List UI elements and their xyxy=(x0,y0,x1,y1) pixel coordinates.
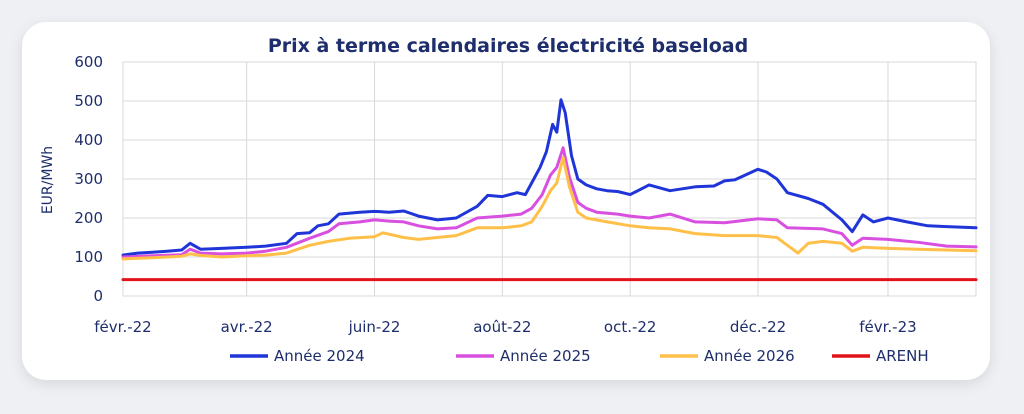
x-tick-label: févr.-23 xyxy=(859,318,916,336)
series-line-1 xyxy=(121,146,978,259)
series-lines xyxy=(121,98,978,282)
y-tick-label: 200 xyxy=(74,209,103,227)
legend: Année 2024 Année 2025 Année 2026 ARENH xyxy=(230,347,929,365)
y-tick-label: 400 xyxy=(74,131,103,149)
x-tick-label: févr.-22 xyxy=(94,318,151,336)
y-tick-label: 100 xyxy=(74,248,103,266)
legend-label: Année 2025 xyxy=(500,347,591,365)
y-axis-label: EUR/MWh xyxy=(40,146,56,214)
series-line-0 xyxy=(121,98,978,257)
x-tick-label: juin-22 xyxy=(348,318,401,336)
y-tick-label: 500 xyxy=(74,92,103,110)
y-tick-label: 0 xyxy=(93,287,103,305)
legend-label: Année 2024 xyxy=(274,347,365,365)
series-line-2 xyxy=(121,156,978,261)
x-tick-label: déc.-22 xyxy=(730,318,786,336)
x-tick-label: avr.-22 xyxy=(221,318,273,336)
chart-title: Prix à terme calendaires électricité bas… xyxy=(268,35,748,57)
y-tick-label: 600 xyxy=(74,53,103,71)
x-tick-label: août-22 xyxy=(473,318,531,336)
chart-card xyxy=(22,22,990,380)
axis-ticks: 0 100 200 300 400 500 600 févr.-22 avr.-22 juin-2… xyxy=(74,53,916,336)
y-tick-label: 300 xyxy=(74,170,103,188)
grid xyxy=(122,61,977,297)
x-tick-label: oct.-22 xyxy=(604,318,657,336)
plot-frame xyxy=(122,61,977,297)
legend-label: Année 2026 xyxy=(704,347,795,365)
legend-label: ARENH xyxy=(876,347,929,365)
